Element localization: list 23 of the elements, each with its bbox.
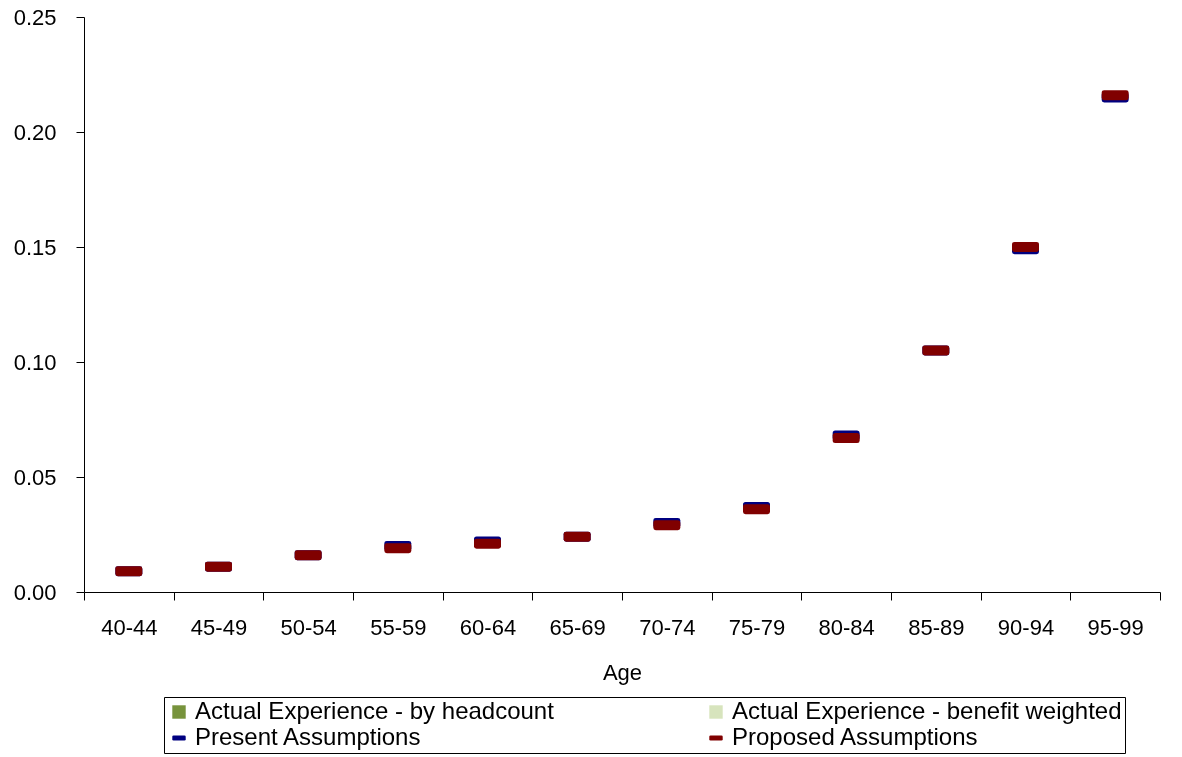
legend-label: Proposed Assumptions — [732, 723, 978, 750]
x-tick-label: 55-59 — [370, 614, 427, 640]
x-tick-label: 60-64 — [459, 614, 517, 640]
x-tick-label: 90-94 — [997, 614, 1055, 640]
x-tick-label: 65-69 — [549, 614, 606, 640]
x-tick-label: 45-49 — [190, 614, 248, 640]
legend-label: Actual Experience - by headcount — [195, 697, 555, 724]
legend-label: Actual Experience - benefit weighted — [732, 697, 1122, 724]
x-axis-title: Age — [602, 659, 643, 685]
x-tick-label: 40-44 — [101, 614, 158, 640]
x-tick-label: 85-89 — [908, 614, 965, 640]
y-tick-label: 0.25 — [13, 4, 57, 30]
y-tick-label: 0.15 — [13, 234, 57, 260]
y-tick-label: 0.00 — [13, 579, 57, 605]
x-tick-label: 95-99 — [1087, 614, 1144, 640]
y-tick-label: 0.20 — [13, 119, 57, 145]
y-tick-label: 0.10 — [13, 349, 57, 375]
legend-label: Present Assumptions — [195, 723, 421, 750]
x-tick-label: 75-79 — [728, 614, 786, 640]
y-tick-label: 0.05 — [13, 464, 57, 490]
x-tick-label: 70-74 — [639, 614, 696, 640]
x-tick-label: 80-84 — [818, 614, 875, 640]
x-tick-label: 50-54 — [280, 614, 337, 640]
